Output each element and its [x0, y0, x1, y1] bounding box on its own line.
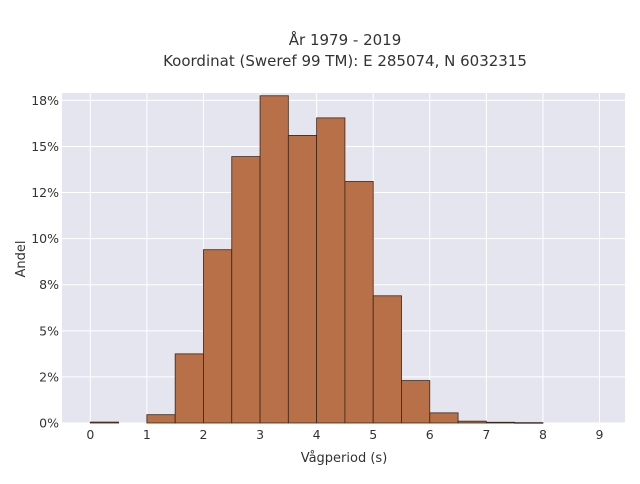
y-axis-ticks: 0% 2% 5% 8% 10% 12% 15% 18%	[31, 93, 59, 431]
histogram-bar-14	[485, 421, 516, 424]
chart-title-line1: År 1979 - 2019	[289, 30, 402, 49]
y-tick-label-0: 0%	[39, 416, 59, 431]
histogram-bar-4	[203, 249, 233, 424]
y-tick-label-4: 10%	[31, 231, 59, 246]
x-tick-label-0: 0	[86, 427, 94, 442]
histogram-bar-5	[231, 156, 261, 424]
x-tick-label-6: 6	[426, 427, 434, 442]
y-tick-label-7: 18%	[31, 93, 59, 108]
x-axis-ticks: 0 1 2 3 4 5 6 7 8 9	[86, 427, 603, 442]
y-tick-label-1: 2%	[39, 369, 59, 384]
histogram-bar-6	[259, 95, 289, 424]
histogram-bar-0	[89, 421, 119, 424]
x-tick-label-5: 5	[369, 427, 377, 442]
y-tick-label-2: 5%	[39, 323, 59, 338]
x-tick-label-8: 8	[539, 427, 547, 442]
x-tick-label-9: 9	[596, 427, 604, 442]
histogram-bar-15	[514, 422, 544, 424]
x-tick-label-4: 4	[313, 427, 321, 442]
y-axis-label: Andel	[14, 241, 29, 278]
x-axis-label: Vågperiod (s)	[301, 451, 388, 466]
histogram-bar-2	[146, 414, 176, 424]
x-tick-label-2: 2	[199, 427, 207, 442]
histogram-bar-13	[457, 420, 487, 424]
y-tick-label-6: 15%	[31, 139, 59, 154]
y-tick-label-3: 8%	[39, 277, 59, 292]
histogram-bar-8	[316, 117, 346, 424]
y-tick-label-5: 12%	[31, 185, 59, 200]
histogram-bar-10	[372, 295, 402, 424]
bars	[89, 95, 544, 424]
histogram-bar-3	[174, 353, 204, 424]
histogram-bar-9	[344, 181, 374, 424]
x-tick-label-7: 7	[482, 427, 490, 442]
x-tick-label-1: 1	[143, 427, 151, 442]
x-tick-label-3: 3	[256, 427, 264, 442]
histogram-bar-7	[287, 135, 318, 424]
histogram-bar-11	[401, 380, 431, 424]
histogram-bar-12	[429, 412, 459, 424]
chart-title-line2: Koordinat (Sweref 99 TM): E 285074, N 60…	[163, 52, 527, 70]
